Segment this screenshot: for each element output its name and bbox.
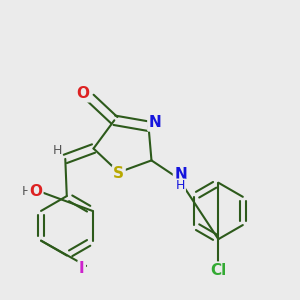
Text: S: S bbox=[113, 166, 124, 181]
Text: Cl: Cl bbox=[210, 263, 226, 278]
Text: I: I bbox=[79, 261, 85, 276]
Text: H: H bbox=[22, 185, 31, 198]
Text: O: O bbox=[76, 86, 90, 101]
Text: H: H bbox=[176, 179, 185, 192]
Text: H: H bbox=[52, 144, 62, 157]
Text: N: N bbox=[149, 115, 161, 130]
Text: O: O bbox=[29, 184, 42, 199]
Text: N: N bbox=[174, 167, 187, 182]
